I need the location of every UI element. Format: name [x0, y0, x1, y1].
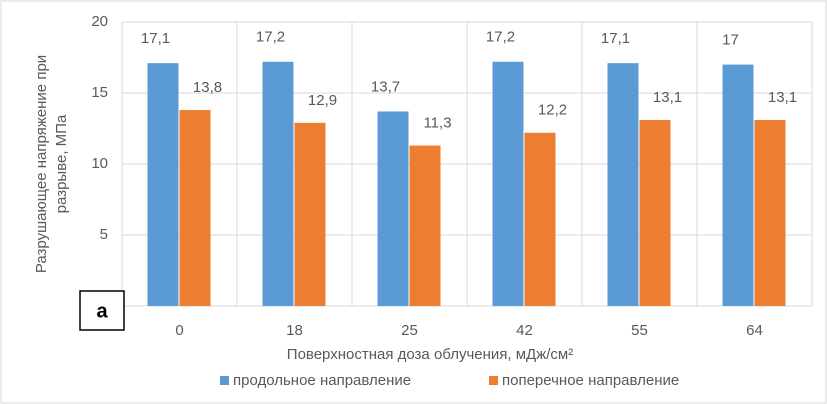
y-tick-label: 5	[100, 226, 108, 243]
y-tick-label: 20	[91, 13, 108, 30]
bar	[639, 119, 671, 306]
annotation: а	[96, 300, 108, 322]
x-axis-title: Поверхностная доза облучения, мДж/см²	[287, 346, 573, 363]
data-label: 17,1	[601, 30, 630, 47]
bar	[754, 119, 786, 306]
data-label: 13,1	[653, 89, 682, 106]
y-tick-label: 10	[91, 155, 108, 172]
data-label: 13,7	[371, 78, 400, 95]
legend-swatch	[489, 376, 498, 385]
legend-label: продольное направление	[233, 372, 411, 389]
bar	[409, 145, 441, 306]
x-tick-label: 64	[746, 322, 763, 339]
bar	[607, 63, 639, 307]
bar	[294, 122, 326, 306]
bar	[722, 64, 754, 306]
data-label: 17	[722, 32, 739, 49]
x-tick-label: 0	[175, 322, 183, 339]
annotation-box	[79, 290, 125, 331]
data-label: 17,1	[141, 30, 170, 47]
x-tick-label: 18	[286, 322, 303, 339]
legend-swatch	[220, 376, 229, 385]
x-tick-label: 25	[401, 322, 418, 339]
x-tick-label: 42	[516, 322, 533, 339]
bar	[492, 61, 524, 307]
bar	[524, 132, 556, 306]
y-axis-title: Разрушающее напряжение при	[33, 55, 50, 273]
bar	[179, 110, 211, 306]
data-label: 11,3	[423, 115, 451, 132]
legend-label: поперечное направление	[502, 372, 679, 389]
y-tick-label: 15	[91, 84, 108, 101]
data-label: 17,2	[256, 29, 285, 46]
bar	[147, 63, 179, 307]
y-axis-title: разрыве, МПа	[53, 114, 70, 213]
bar	[377, 111, 409, 307]
data-label: 13,8	[193, 79, 222, 96]
data-label: 12,2	[538, 102, 567, 119]
data-label: 13,1	[768, 89, 797, 106]
bar	[262, 61, 294, 307]
data-label: 17,2	[486, 29, 515, 46]
x-tick-label: 55	[631, 322, 648, 339]
data-label: 12,9	[308, 92, 337, 109]
